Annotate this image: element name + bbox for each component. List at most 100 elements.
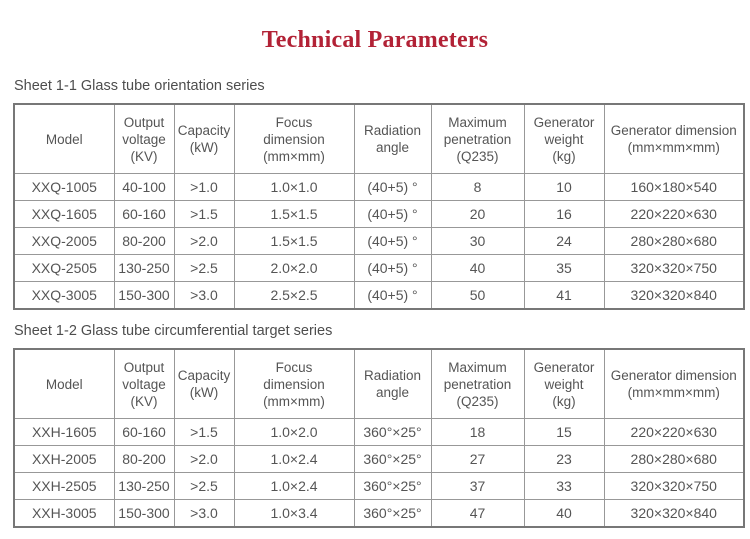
table-row: XXH-1605 60-160 >1.5 1.0×2.0 360°×25° 18 15 220… [13,418,745,446]
glass-tube-orientation-table: Model Output voltage (KV) Capacity (kW) Foc… [13,103,745,310]
value-cell: 41 [523,281,605,310]
value-cell: 47 [430,499,525,528]
column-header: Model [13,348,115,419]
value-cell: >2.5 [173,254,235,282]
value-cell: 60-160 [113,200,175,228]
column-header: Generator weight (kg) [523,348,605,419]
value-cell: 20 [430,200,525,228]
value-cell: >2.0 [173,227,235,255]
value-cell: 1.0×2.0 [233,418,355,446]
value-cell: 1.0×1.0 [233,173,355,201]
value-cell: >2.5 [173,472,235,500]
value-cell: 220×220×630 [603,418,745,446]
value-cell: 360°×25° [353,499,432,528]
table-row: XXQ-1605 60-160 >1.5 1.5×1.5 (40+5) ° 20 16 220… [13,200,745,228]
model-cell: XXH-1605 [13,418,115,446]
model-cell: XXQ-1605 [13,200,115,228]
value-cell: 80-200 [113,445,175,473]
column-header: Output voltage (KV) [113,348,175,419]
header-row: Model Output voltage (KV) Capacity (kW) Foc… [13,348,745,419]
value-cell: 1.5×1.5 [233,200,355,228]
table-row: XXH-2005 80-200 >2.0 1.0×2.4 360°×25° 27 23 280… [13,445,745,473]
value-cell: 80-200 [113,227,175,255]
value-cell: 280×280×680 [603,227,745,255]
value-cell: 360°×25° [353,418,432,446]
value-cell: >3.0 [173,499,235,528]
column-header: Generator weight (kg) [523,103,605,174]
value-cell: 35 [523,254,605,282]
column-header: Maximum penetration (Q235) [430,103,525,174]
value-cell: 40 [430,254,525,282]
value-cell: 27 [430,445,525,473]
value-cell: 18 [430,418,525,446]
model-cell: XXH-2505 [13,472,115,500]
page-title: Technical Parameters [261,27,489,53]
table-row: XXQ-2505 130-250 >2.5 2.0×2.0 (40+5) ° 40 35 32… [13,254,745,282]
value-cell: 320×320×750 [603,254,745,282]
value-cell: >1.5 [173,200,235,228]
model-cell: XXQ-2505 [13,254,115,282]
value-cell: 320×320×840 [603,499,745,528]
table-row: XXH-2505 130-250 >2.5 1.0×2.4 360°×25° 37 33 32… [13,472,745,500]
table-row: XXQ-2005 80-200 >2.0 1.5×1.5 (40+5) ° 30 24 280… [13,227,745,255]
value-cell: 280×280×680 [603,445,745,473]
value-cell: >1.0 [173,173,235,201]
value-cell: 23 [523,445,605,473]
value-cell: >1.5 [173,418,235,446]
sheet-1-2-caption: Sheet 1-2 Glass tube circumferential tar… [14,323,333,339]
column-header: Capacity (kW) [173,348,235,419]
value-cell: 8 [430,173,525,201]
value-cell: 150-300 [113,499,175,528]
model-cell: XXH-3005 [13,499,115,528]
value-cell: 50 [430,281,525,310]
table-row: XXQ-3005 150-300 >3.0 2.5×2.5 (40+5) ° 50 41 32… [13,281,745,310]
value-cell: 1.0×2.4 [233,445,355,473]
table-row: XXH-3005 150-300 >3.0 1.0×3.4 360°×25° 47 40 32… [13,499,745,528]
column-header: Model [13,103,115,174]
value-cell: 15 [523,418,605,446]
value-cell: 130-250 [113,254,175,282]
value-cell: 37 [430,472,525,500]
value-cell: 360°×25° [353,472,432,500]
value-cell: 220×220×630 [603,200,745,228]
column-header: Capacity (kW) [173,103,235,174]
column-header: Radiation angle [353,348,432,419]
column-header: Output voltage (KV) [113,103,175,174]
value-cell: 2.0×2.0 [233,254,355,282]
value-cell: 1.0×2.4 [233,472,355,500]
value-cell: 40-100 [113,173,175,201]
column-header: Generator dimension (mm×mm×mm) [603,348,745,419]
value-cell: 33 [523,472,605,500]
value-cell: >3.0 [173,281,235,310]
model-cell: XXQ-2005 [13,227,115,255]
value-cell: 10 [523,173,605,201]
column-header: Focus dimension (mm×mm) [233,348,355,419]
glass-tube-circumferential-table: Model Output voltage (KV) Capacity (kW) Foc… [13,348,745,528]
model-cell: XXQ-1005 [13,173,115,201]
value-cell: 320×320×750 [603,472,745,500]
value-cell: 16 [523,200,605,228]
column-header: Focus dimension (mm×mm) [233,103,355,174]
column-header: Generator dimension (mm×mm×mm) [603,103,745,174]
value-cell: 1.5×1.5 [233,227,355,255]
value-cell: 24 [523,227,605,255]
model-cell: XXH-2005 [13,445,115,473]
value-cell: 360°×25° [353,445,432,473]
value-cell: 40 [523,499,605,528]
value-cell: 130-250 [113,472,175,500]
value-cell: (40+5) ° [353,281,432,310]
model-cell: XXQ-3005 [13,281,115,310]
value-cell: 320×320×840 [603,281,745,310]
value-cell: >2.0 [173,445,235,473]
value-cell: 1.0×3.4 [233,499,355,528]
value-cell: (40+5) ° [353,254,432,282]
value-cell: 2.5×2.5 [233,281,355,310]
sheet-1-1-caption: Sheet 1-1 Glass tube orientation series [14,78,265,94]
value-cell: (40+5) ° [353,200,432,228]
value-cell: 160×180×540 [603,173,745,201]
column-header: Radiation angle [353,103,432,174]
header-row: Model Output voltage (KV) Capacity (kW) Foc… [13,103,745,174]
value-cell: 30 [430,227,525,255]
table-row: XXQ-1005 40-100 >1.0 1.0×1.0 (40+5) ° 8 10 160×… [13,173,745,201]
